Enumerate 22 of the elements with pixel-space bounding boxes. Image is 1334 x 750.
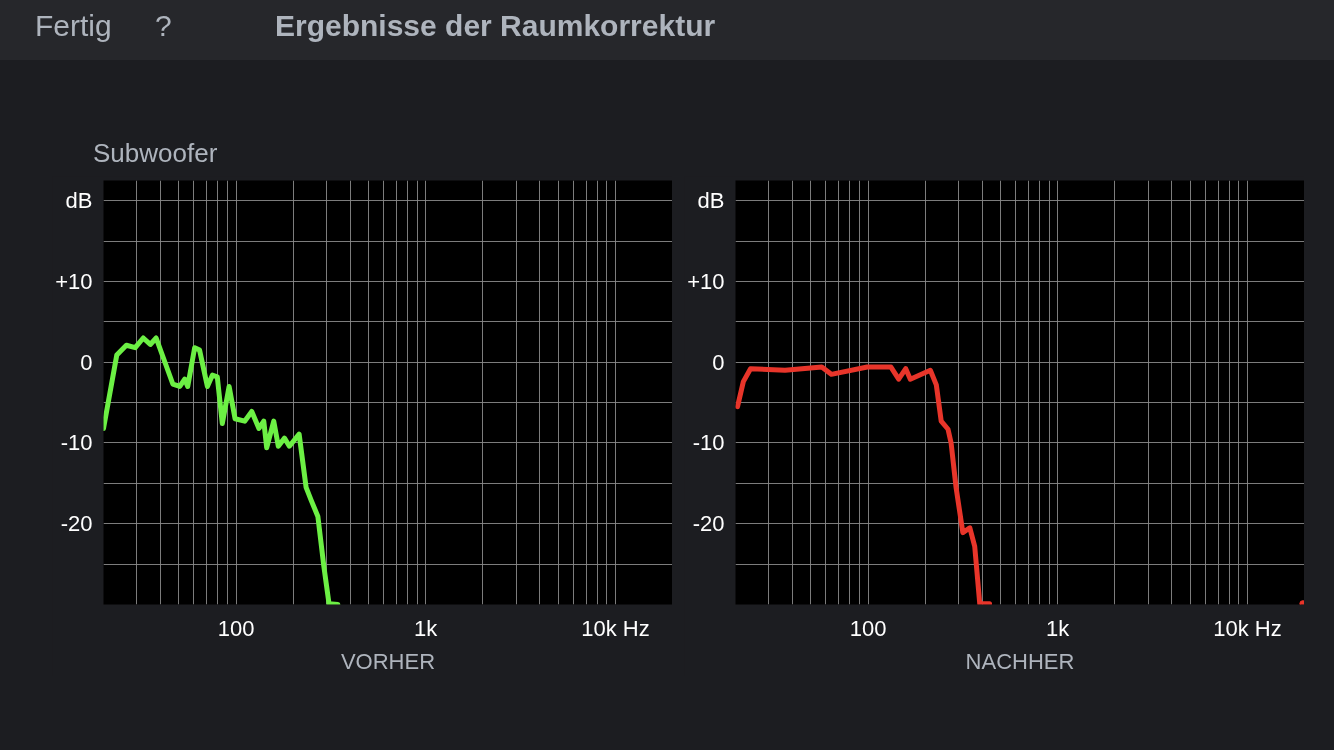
- y-tick-label: -20: [692, 511, 725, 537]
- y-tick-label: -20: [60, 511, 93, 537]
- y-tick-label: dB: [697, 188, 725, 214]
- x-axis-title: VORHER: [340, 648, 436, 674]
- y-tick-label: dB: [65, 188, 93, 214]
- y-tick-label: +10: [55, 268, 93, 294]
- y-tick-label: -10: [692, 430, 725, 456]
- y-tick-label: -10: [60, 430, 93, 456]
- chart-title: Ergebnisse der Raumkorrektur: [275, 8, 716, 44]
- x-axis-title: NACHHER: [965, 648, 1075, 674]
- y-tick-label: 0: [80, 349, 93, 375]
- x-tick-label: 100: [849, 615, 887, 641]
- y-tick-label: 0: [712, 349, 725, 375]
- chart-subtitle: Subwoofer: [93, 137, 218, 170]
- text: ?: [155, 8, 172, 44]
- x-tick-label: 100: [217, 615, 255, 641]
- x-tick-label: 1k: [1046, 615, 1071, 641]
- x-tick-label: 10k Hz: [581, 615, 650, 641]
- text: Fertig: [35, 8, 112, 44]
- y-tick-label: +10: [687, 268, 725, 294]
- x-tick-label: 1k: [414, 615, 439, 641]
- x-tick-label: 10k Hz: [1213, 615, 1282, 641]
